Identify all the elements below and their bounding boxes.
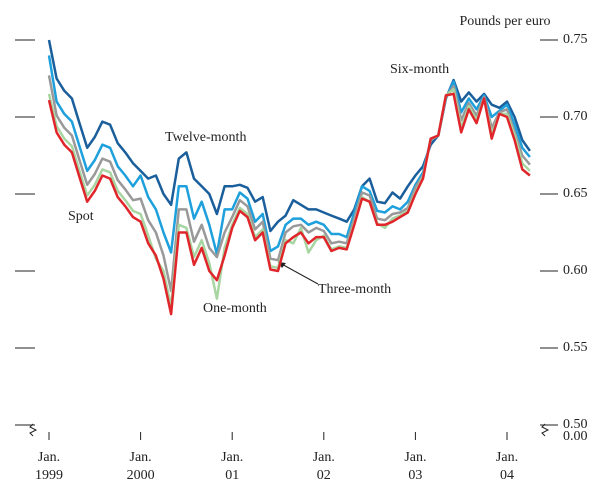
- series-label: One-month: [203, 301, 267, 316]
- y-tick-label: 0.65: [563, 186, 588, 201]
- x-tick-label-line: 2000: [127, 468, 155, 483]
- y-tick-label: 0.50: [563, 417, 588, 432]
- y-tick-label: 0.75: [563, 32, 588, 47]
- series-label: Six-month: [390, 62, 449, 77]
- x-tick-label: Jan. 02: [313, 450, 335, 483]
- x-tick-label: Jan. 03: [404, 450, 426, 483]
- x-tick-label-line: Jan.: [404, 450, 426, 465]
- x-tick-label-line: 02: [317, 468, 331, 483]
- axis-break-right: [541, 423, 550, 437]
- axis-break-label: 0.00: [563, 429, 588, 444]
- series-label: Spot: [68, 209, 94, 224]
- x-tick-label: Jan. 2000: [127, 450, 155, 483]
- x-tick-label-line: Jan.: [496, 450, 518, 465]
- series-line: [47, 92, 531, 316]
- y-tick-label: 0.55: [563, 340, 588, 355]
- x-tick-label-line: 04: [500, 468, 514, 483]
- x-tick-label: Jan. 04: [496, 450, 518, 483]
- x-tick-label-line: Jan.: [313, 450, 335, 465]
- series-label: Three-month: [318, 282, 391, 297]
- x-tick-label-line: 03: [408, 468, 422, 483]
- series-line: [47, 88, 531, 308]
- y-tick-label: 0.60: [563, 263, 588, 278]
- x-tick-label: Jan. 01: [221, 450, 243, 483]
- y-tick-label: 0.70: [563, 109, 588, 124]
- axis-break-left: [29, 423, 38, 437]
- x-tick-label-line: 01: [225, 468, 239, 483]
- x-tick-label-line: Jan.: [130, 450, 152, 465]
- x-tick-label-line: Jan.: [221, 450, 243, 465]
- series-label: Twelve-month: [165, 130, 246, 145]
- annotation-arrow: [277, 261, 319, 285]
- y-axis-label: Pounds per euro: [460, 14, 551, 29]
- series-line: [47, 55, 531, 256]
- x-tick-label-line: 1999: [35, 468, 63, 483]
- x-tick-label: Jan. 1999: [35, 450, 63, 483]
- x-tick-label-line: Jan.: [38, 450, 60, 465]
